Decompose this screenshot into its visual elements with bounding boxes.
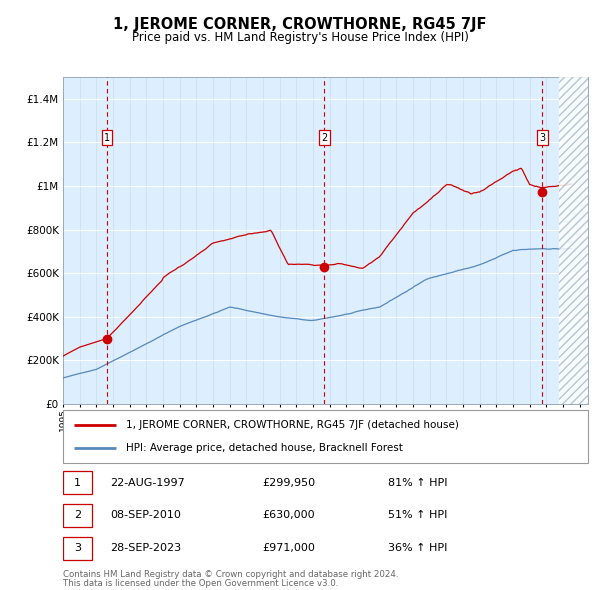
- Text: 51% ↑ HPI: 51% ↑ HPI: [389, 510, 448, 520]
- Bar: [63, 536, 92, 559]
- Text: Contains HM Land Registry data © Crown copyright and database right 2024.: Contains HM Land Registry data © Crown c…: [63, 570, 398, 579]
- Text: 28-SEP-2023: 28-SEP-2023: [110, 543, 181, 553]
- Text: £630,000: £630,000: [263, 510, 315, 520]
- Text: £299,950: £299,950: [263, 478, 316, 488]
- Text: 2: 2: [322, 133, 328, 143]
- Text: 3: 3: [539, 133, 545, 143]
- FancyBboxPatch shape: [63, 410, 588, 463]
- Text: 3: 3: [74, 543, 81, 553]
- Text: Price paid vs. HM Land Registry's House Price Index (HPI): Price paid vs. HM Land Registry's House …: [131, 31, 469, 44]
- Text: 1, JEROME CORNER, CROWTHORNE, RG45 7JF: 1, JEROME CORNER, CROWTHORNE, RG45 7JF: [113, 17, 487, 31]
- Text: 1, JEROME CORNER, CROWTHORNE, RG45 7JF (detached house): 1, JEROME CORNER, CROWTHORNE, RG45 7JF (…: [126, 420, 459, 430]
- Bar: [559, 77, 588, 404]
- Text: 1: 1: [104, 133, 110, 143]
- Text: 81% ↑ HPI: 81% ↑ HPI: [389, 478, 448, 488]
- Text: This data is licensed under the Open Government Licence v3.0.: This data is licensed under the Open Gov…: [63, 579, 338, 588]
- Text: 22-AUG-1997: 22-AUG-1997: [110, 478, 185, 488]
- Text: 08-SEP-2010: 08-SEP-2010: [110, 510, 181, 520]
- Text: 36% ↑ HPI: 36% ↑ HPI: [389, 543, 448, 553]
- Text: 2: 2: [74, 510, 81, 520]
- Bar: [63, 471, 92, 494]
- Bar: [63, 504, 92, 527]
- Text: HPI: Average price, detached house, Bracknell Forest: HPI: Average price, detached house, Brac…: [126, 443, 403, 453]
- Text: 1: 1: [74, 478, 81, 488]
- Text: £971,000: £971,000: [263, 543, 316, 553]
